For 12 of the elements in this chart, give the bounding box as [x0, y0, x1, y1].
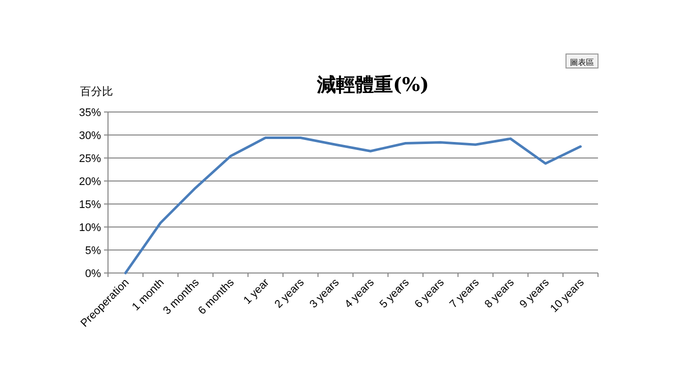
y-tick-label: 20% [78, 176, 102, 188]
y-tick-label: 30% [78, 130, 102, 142]
y-tick-label: 10% [78, 222, 102, 234]
y-tick-label: 35% [78, 106, 102, 119]
y-axis-title: 百分比 [80, 85, 113, 98]
y-tick-label: 5% [85, 244, 102, 257]
y-tick-label: 15% [78, 198, 102, 211]
y-tick-label: 0% [85, 268, 102, 280]
chart-title: 減輕體重(%) [316, 74, 430, 96]
text: 圖表區 [570, 58, 594, 67]
line-series [124, 136, 582, 274]
y-tick-label: 25% [78, 152, 102, 165]
